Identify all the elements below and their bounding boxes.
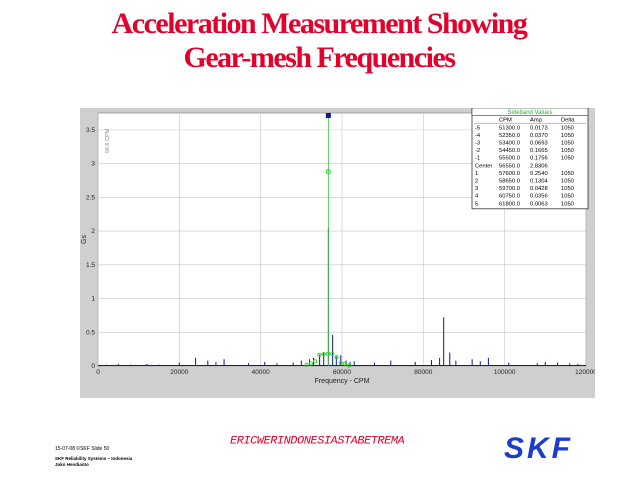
- spectrum-chart: 0 20000 40000 60000 80000 100000 120000 0 0.5 1 1.…: [81, 108, 595, 385]
- x-tick-label: 20000: [170, 369, 188, 376]
- x-tick-label: 40000: [252, 369, 270, 376]
- sideband-table-cell: 51300.0: [499, 125, 520, 131]
- sideband-table-cell: 1050: [561, 179, 574, 185]
- spectrum-chart-panel: 0 20000 40000 60000 80000 100000 120000 0 0.5 1 1.…: [80, 108, 595, 398]
- sideband-table-cell: 0.0173: [530, 125, 548, 131]
- y-tick-label: 2: [91, 228, 95, 235]
- sideband-table-cell: 1: [475, 171, 478, 177]
- y-tick-label: 0: [91, 363, 95, 370]
- x-tick-label: 60000: [333, 369, 351, 376]
- sideband-marker: [304, 362, 309, 367]
- y-tick-label: 3.5: [86, 127, 95, 134]
- slide-title-line2: Gear-mesh Frequencies: [183, 41, 456, 74]
- sideband-table-cell: 61800.0: [499, 201, 520, 207]
- sideband-table-cell: 2.8306: [530, 163, 548, 169]
- y-axis-label: Gs: [81, 235, 88, 244]
- sideband-table-cell: 4: [475, 194, 479, 200]
- sideband-table-cell: 1050: [561, 171, 574, 177]
- sideband-table-cell: 1050: [561, 125, 574, 131]
- y-tick-label: 0.5: [86, 329, 95, 336]
- sideband-marker: [330, 351, 335, 356]
- sideband-table-cell: 59700.0: [499, 186, 520, 192]
- sideband-table-cell: 0.1304: [530, 179, 549, 185]
- sideband-table-cell: 1050: [561, 186, 574, 192]
- sideband-table-cell: 0.0356: [530, 194, 548, 200]
- sideband-table-cell: 2: [475, 179, 478, 185]
- cursor-top-marker: [325, 113, 331, 118]
- x-axis-label: Frequency - CPM: [315, 378, 370, 385]
- sideband-table-header: Delta: [561, 118, 575, 124]
- slide-title-line1: Acceleration Measurement Showing: [111, 7, 528, 40]
- sideband-table-title-bar: [471, 108, 589, 116]
- sideband-table-cell: 5: [475, 201, 478, 207]
- sideband-table-cell: 1050: [561, 156, 574, 162]
- x-tick-label: 100000: [494, 369, 516, 376]
- sideband-marker: [334, 355, 339, 360]
- sideband-table-cell: -1: [475, 156, 480, 162]
- sideband-table-cell: 53400.0: [499, 141, 520, 147]
- sideband-table-cell: 1050: [561, 141, 574, 147]
- sideband-table-cell: 60750.0: [499, 194, 520, 200]
- sideband-table-cell: 3: [475, 186, 478, 192]
- sideband-table-cell: 57600.0: [499, 171, 520, 177]
- sideband-table-cell: -2: [475, 148, 480, 154]
- x-tick-label: 0: [96, 369, 100, 376]
- y-tick-label: 1.5: [86, 262, 95, 269]
- sideband-marker: [342, 361, 348, 366]
- sideband-marker: [321, 352, 326, 357]
- sideband-marker: [308, 361, 313, 366]
- sideband-table-box: [471, 108, 589, 210]
- sideband-marker: [325, 351, 331, 356]
- sideband-table-cell: 0.1756: [530, 156, 548, 162]
- y-tick-label: 1: [91, 296, 95, 303]
- corner-label: 56.6 CPM: [105, 128, 111, 153]
- x-tick-label: 120000: [575, 369, 595, 376]
- sideband-table-cell: 0.0063: [530, 201, 548, 207]
- footer-organization: SKF Reliability Systems – Indonesia Joko…: [55, 456, 132, 468]
- sideband-marker: [338, 361, 343, 366]
- sideband-table-title: Sideband Values: [508, 110, 553, 116]
- y-tick-label: 3: [91, 161, 95, 168]
- sideband-table-cell: 0.2540: [530, 171, 548, 177]
- sideband-table-cell: 54450.0: [499, 148, 520, 154]
- footer-org-line1: SKF Reliability Systems – Indonesia: [55, 456, 133, 461]
- sideband-table-cell: Center: [475, 163, 492, 169]
- sideband-table-cell: 1050: [561, 148, 574, 154]
- footer-center-text: ERICWERINDONESIASTABETREMA: [230, 434, 405, 448]
- sideband-table-cell: 0.0370: [530, 133, 548, 139]
- sideband-table-cell: -4: [475, 133, 481, 139]
- sideband-table-cell: 55500.0: [499, 156, 520, 162]
- sideband-marker: [347, 363, 352, 368]
- sideband-table-cell: 1050: [561, 201, 574, 207]
- sideband-table-header: CPM: [499, 118, 512, 124]
- sideband-table-cell: 1050: [561, 133, 574, 139]
- sideband-table-cell: 52350.0: [499, 133, 520, 139]
- sideband-table-cell: 0.1665: [530, 148, 548, 154]
- skf-logo: SKF: [504, 432, 573, 465]
- sideband-table-cell: -3: [475, 141, 480, 147]
- footer-org-line2: Joko Hendianto: [55, 462, 89, 467]
- x-tick-label: 80000: [414, 369, 432, 376]
- sideband-table-cell: -5: [475, 125, 480, 131]
- sideband-table-cell: 56550.0: [499, 163, 520, 169]
- sideband-marker: [313, 359, 318, 364]
- footer-date: 15-07-08 ©SKF Slide 50: [55, 446, 110, 452]
- sideband-table-cell: 1050: [561, 194, 574, 200]
- sideband-marker: [317, 352, 322, 357]
- sideband-table-cell: 58650.0: [499, 179, 520, 185]
- sideband-table-header: Amp: [530, 118, 542, 124]
- cursor-marker: [325, 169, 331, 175]
- y-tick-label: 2.5: [86, 194, 95, 201]
- sideband-table-cell: 0.0428: [530, 186, 548, 192]
- sideband-table-cell: 0.0693: [530, 141, 548, 147]
